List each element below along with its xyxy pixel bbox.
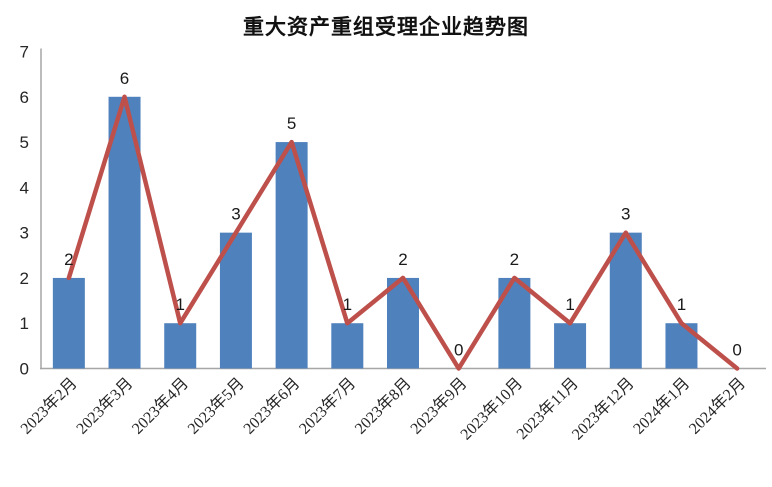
x-tick-label: 2024年1月 (630, 374, 694, 438)
data-label: 3 (231, 205, 240, 224)
y-tick-label: 0 (20, 360, 29, 379)
data-label: 2 (398, 250, 407, 269)
x-tick-label: 2023年6月 (240, 374, 304, 438)
data-label: 0 (454, 341, 463, 360)
x-tick-label: 2023年5月 (184, 374, 248, 438)
bar (498, 277, 531, 369)
data-label: 5 (287, 114, 296, 133)
x-tick-label: 2023年4月 (128, 374, 192, 438)
y-tick-label: 7 (20, 43, 29, 62)
y-tick-label: 6 (20, 88, 29, 107)
data-label: 1 (677, 295, 686, 314)
data-label: 2 (510, 250, 519, 269)
x-tick-label: 2023年3月 (73, 374, 137, 438)
x-tick-label: 2023年8月 (351, 374, 415, 438)
trend-line (66, 94, 740, 371)
data-label: 0 (732, 341, 741, 360)
y-tick-label: 2 (20, 269, 29, 288)
bar (164, 323, 197, 369)
data-label: 1 (565, 295, 574, 314)
y-tick-label: 4 (20, 178, 29, 197)
x-tick-label: 2024年2月 (685, 374, 749, 438)
data-label: 3 (621, 205, 630, 224)
x-tick-label: 2023年2月 (17, 374, 81, 438)
data-label: 2 (64, 250, 73, 269)
data-label: 1 (343, 295, 352, 314)
y-tick-label: 3 (20, 224, 29, 243)
x-tick-label: 2023年7月 (295, 374, 359, 438)
bar (387, 277, 419, 369)
chart-title: 重大资产重组受理企业趋势图 (243, 15, 529, 39)
y-tick-label: 5 (20, 133, 29, 152)
bar (331, 323, 364, 369)
y-tick-label: 1 (20, 314, 29, 333)
bar (52, 277, 85, 369)
bar (554, 323, 587, 369)
data-label: 1 (175, 295, 184, 314)
bar (609, 232, 642, 369)
data-label: 6 (120, 69, 129, 88)
bar (219, 232, 252, 369)
